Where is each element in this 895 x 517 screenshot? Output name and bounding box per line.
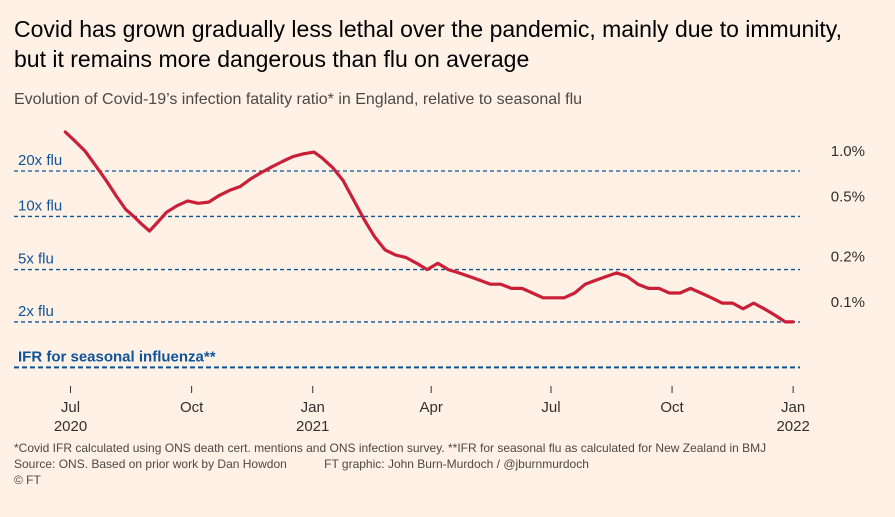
source-note: Source: ONS. Based on prior work by Dan …: [14, 457, 287, 471]
y-tick-label: 0.5%: [831, 189, 865, 206]
x-tick-year-label: 2021: [296, 418, 329, 435]
reference-label: 10x flu: [18, 197, 62, 214]
y-tick-label: 0.1%: [831, 294, 865, 311]
y-tick-label: 1.0%: [831, 143, 865, 160]
line-chart: 20x flu 10x flu 5x flu 2x flu IFR for season…: [14, 130, 865, 435]
chart-subtitle: Evolution of Covid-19’s infection fatali…: [14, 91, 583, 108]
x-tick-label: Jul: [541, 399, 560, 416]
y-tick-label: 0.2%: [831, 249, 865, 266]
x-tick-year-label: 2020: [54, 418, 87, 435]
ifr-series-line: [63, 130, 795, 324]
x-tick-label: Jul: [61, 399, 80, 416]
x-tick-label: Jan: [301, 399, 325, 416]
reference-label: 5x flu: [18, 251, 54, 268]
x-tick-label: Oct: [180, 399, 204, 416]
x-tick-label: Jan: [781, 399, 805, 416]
x-tick-label: Oct: [660, 399, 684, 416]
reference-label: 20x flu: [18, 152, 62, 169]
reference-label: IFR for seasonal influenza**: [18, 348, 216, 365]
x-tick-year-label: 2022: [776, 418, 809, 435]
graphic-credit: FT graphic: John Burn-Murdoch / @jburnmu…: [324, 457, 589, 471]
x-tick-label: Apr: [420, 399, 443, 416]
reference-label: 2x flu: [18, 303, 54, 320]
chart-footer: *Covid IFR calculated using ONS death ce…: [14, 440, 884, 488]
chart-title: Covid has grown gradually less lethal ov…: [14, 16, 842, 72]
source-row: Source: ONS. Based on prior work by Dan …: [14, 456, 884, 472]
footnote: *Covid IFR calculated using ONS death ce…: [14, 441, 767, 455]
copyright: © FT: [14, 473, 41, 487]
